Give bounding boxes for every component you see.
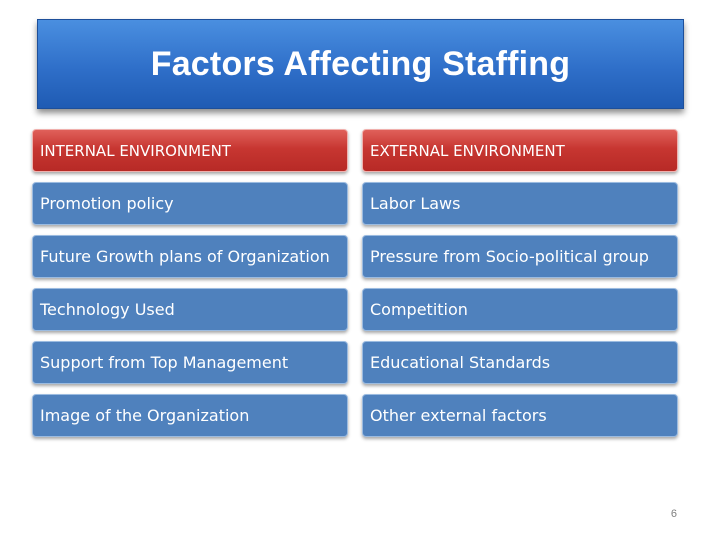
external-environment-header: EXTERNAL ENVIRONMENT [362,129,678,172]
external-item-labor-laws: Labor Laws [362,182,678,225]
external-item-other-factors: Other external factors [362,394,678,437]
slide-title: Factors Affecting Staffing [150,44,571,83]
external-item-socio-political-pressure: Pressure from Socio-political group [362,235,678,278]
internal-item-promotion-policy: Promotion policy [32,182,348,225]
internal-environment-column: INTERNAL ENVIRONMENT Promotion policy Fu… [32,129,348,447]
external-item-competition: Competition [362,288,678,331]
internal-environment-header: INTERNAL ENVIRONMENT [32,129,348,172]
internal-item-technology-used: Technology Used [32,288,348,331]
internal-item-top-management-support: Support from Top Management [32,341,348,384]
external-item-educational-standards: Educational Standards [362,341,678,384]
external-environment-column: EXTERNAL ENVIRONMENT Labor Laws Pressure… [362,129,678,447]
page-number: 6 [670,508,677,520]
slide-title-box: Factors Affecting Staffing [37,19,684,109]
internal-item-organization-image: Image of the Organization [32,394,348,437]
internal-item-future-growth: Future Growth plans of Organization [32,235,348,278]
